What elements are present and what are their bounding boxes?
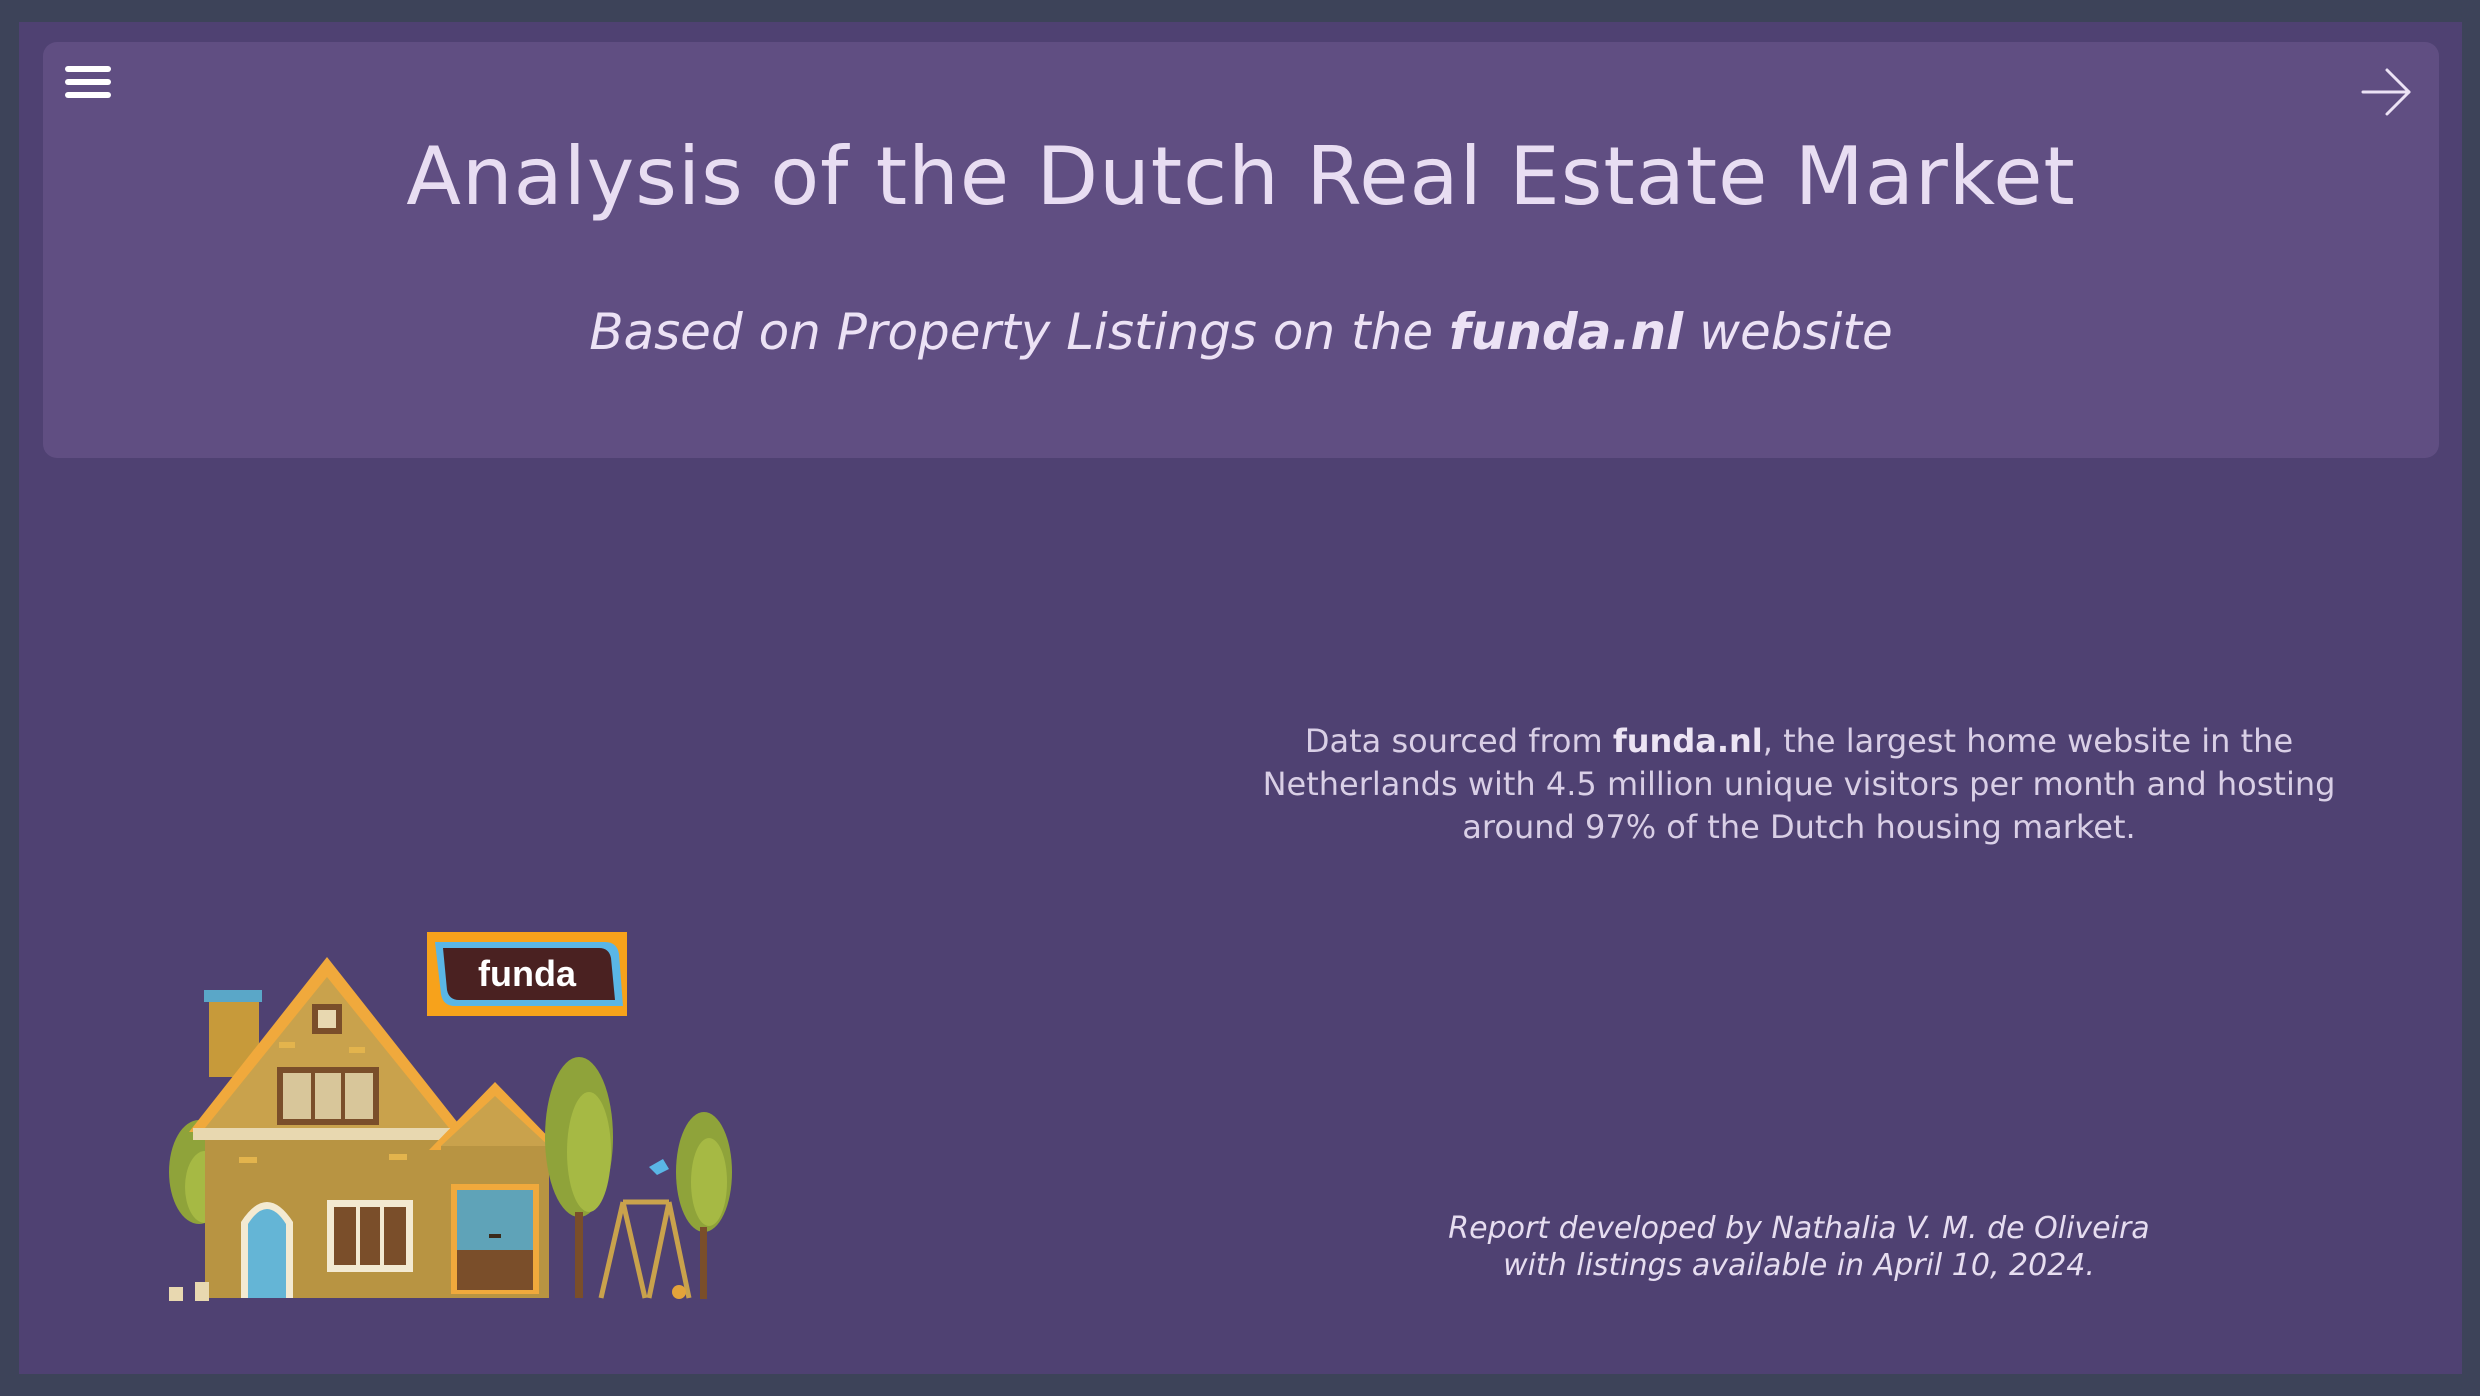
page-subtitle: Based on Property Listings on the funda.… [43, 300, 2439, 364]
credit-line-2: with listings available in April 10, 202… [1503, 1248, 2095, 1283]
page-title: Analysis of the Dutch Real Estate Market [406, 130, 2076, 223]
credit-line-1: Report developed by Nathalia V. M. de Ol… [1448, 1211, 2150, 1246]
report-canvas: Analysis of the Dutch Real Estate Market… [19, 22, 2462, 1374]
report-credit: Report developed by Nathalia V. M. de Ol… [1349, 1210, 2249, 1284]
description-site: funda.nl [1612, 722, 1763, 760]
funda-logo [427, 932, 627, 1016]
hamburger-menu-icon[interactable] [63, 60, 115, 104]
description-prefix: Data sourced from [1304, 722, 1613, 760]
header-banner: Analysis of the Dutch Real Estate Market… [43, 42, 2439, 458]
funda-logo-text: funda [478, 953, 576, 994]
subtitle-site: funda.nl [1448, 303, 1684, 361]
arrow-right-icon[interactable] [2357, 62, 2417, 122]
data-source-description: Data sourced from funda.nl, the largest … [1249, 720, 2349, 849]
subtitle-suffix: website [1683, 303, 1893, 361]
description-suffix: , the largest home website in the Nether… [1262, 722, 2336, 846]
house-illustration [169, 957, 732, 1301]
funda-logo-label: funda [427, 932, 627, 1016]
subtitle-prefix: Based on Property Listings on the [589, 303, 1449, 361]
